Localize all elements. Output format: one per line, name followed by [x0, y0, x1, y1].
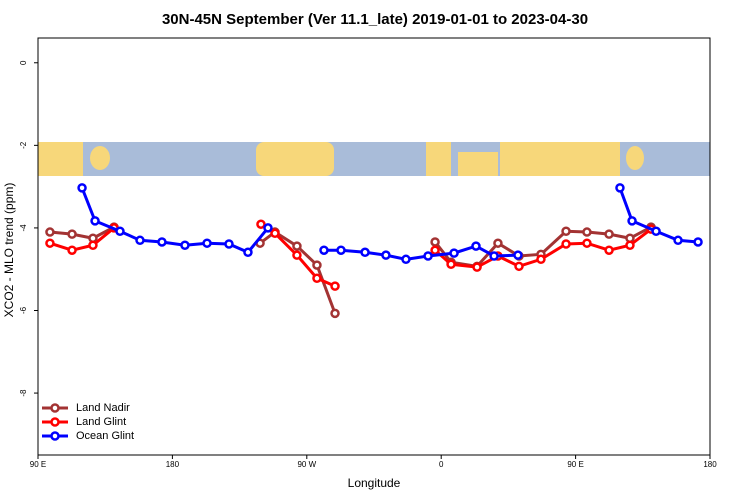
point — [202, 238, 212, 248]
point — [88, 240, 98, 251]
point — [536, 254, 546, 265]
land-mask-band — [38, 142, 710, 176]
point — [446, 259, 456, 270]
x-tick-label: 180 — [166, 460, 180, 469]
point — [513, 250, 523, 260]
point — [401, 254, 411, 265]
legend-swatch-point — [50, 403, 60, 413]
point — [312, 273, 322, 284]
point — [180, 240, 190, 251]
point — [319, 245, 329, 255]
y-axis-label: XCO2 - MLO trend (ppm) — [2, 183, 16, 318]
point — [582, 227, 592, 237]
point — [561, 226, 571, 236]
point — [157, 237, 167, 247]
point — [292, 241, 302, 251]
point — [627, 216, 637, 226]
point — [604, 245, 614, 255]
legend-label: Land Glint — [76, 416, 126, 428]
x-tick-label: 180 — [703, 460, 717, 469]
series-line — [49, 222, 652, 288]
y-tick-label: -4 — [19, 224, 28, 232]
point — [493, 238, 503, 248]
point — [381, 250, 391, 260]
y-tick-label: -2 — [19, 141, 28, 149]
point — [263, 223, 273, 233]
point — [292, 250, 302, 260]
point — [615, 183, 625, 193]
point — [270, 228, 280, 239]
point — [360, 247, 370, 258]
point — [561, 239, 571, 249]
legend-label: Land Nadir — [76, 402, 130, 414]
point — [673, 235, 683, 246]
point — [604, 229, 614, 239]
point — [243, 247, 253, 258]
chart-title: 30N-45N September (Ver 11.1_late) 2019-0… — [162, 11, 588, 28]
y-tick-label: -8 — [19, 389, 28, 397]
point — [471, 241, 481, 251]
point — [135, 235, 145, 246]
y-tick-label: 0 — [19, 60, 28, 65]
point — [330, 281, 340, 291]
plot-frame — [37, 37, 711, 456]
point — [224, 239, 234, 249]
legend-label: Ocean Glint — [76, 430, 134, 442]
point — [430, 237, 440, 247]
point — [625, 240, 635, 251]
point — [582, 238, 592, 248]
point — [336, 245, 346, 255]
point — [45, 238, 55, 248]
point — [514, 261, 524, 272]
legend-swatch-point — [50, 431, 60, 441]
point — [67, 245, 77, 255]
point — [430, 245, 440, 255]
point — [77, 183, 87, 193]
point — [489, 251, 499, 261]
point — [90, 216, 100, 226]
point — [423, 251, 433, 261]
x-tick-label: 90 W — [297, 460, 316, 469]
x-tick-label: 0 — [439, 460, 444, 469]
point — [449, 248, 459, 258]
point — [45, 227, 55, 237]
x-axis-label: Longitude — [348, 476, 401, 490]
y-tick-label: -6 — [19, 306, 28, 314]
x-tick-label: 90 E — [30, 460, 46, 469]
point — [115, 226, 125, 236]
legend-swatch-point — [50, 417, 60, 427]
x-tick-label: 90 E — [567, 460, 583, 469]
point — [472, 262, 482, 272]
point — [693, 237, 703, 247]
point — [67, 229, 77, 239]
point — [256, 219, 266, 229]
point — [330, 308, 340, 319]
point — [312, 260, 322, 270]
point — [651, 226, 661, 236]
